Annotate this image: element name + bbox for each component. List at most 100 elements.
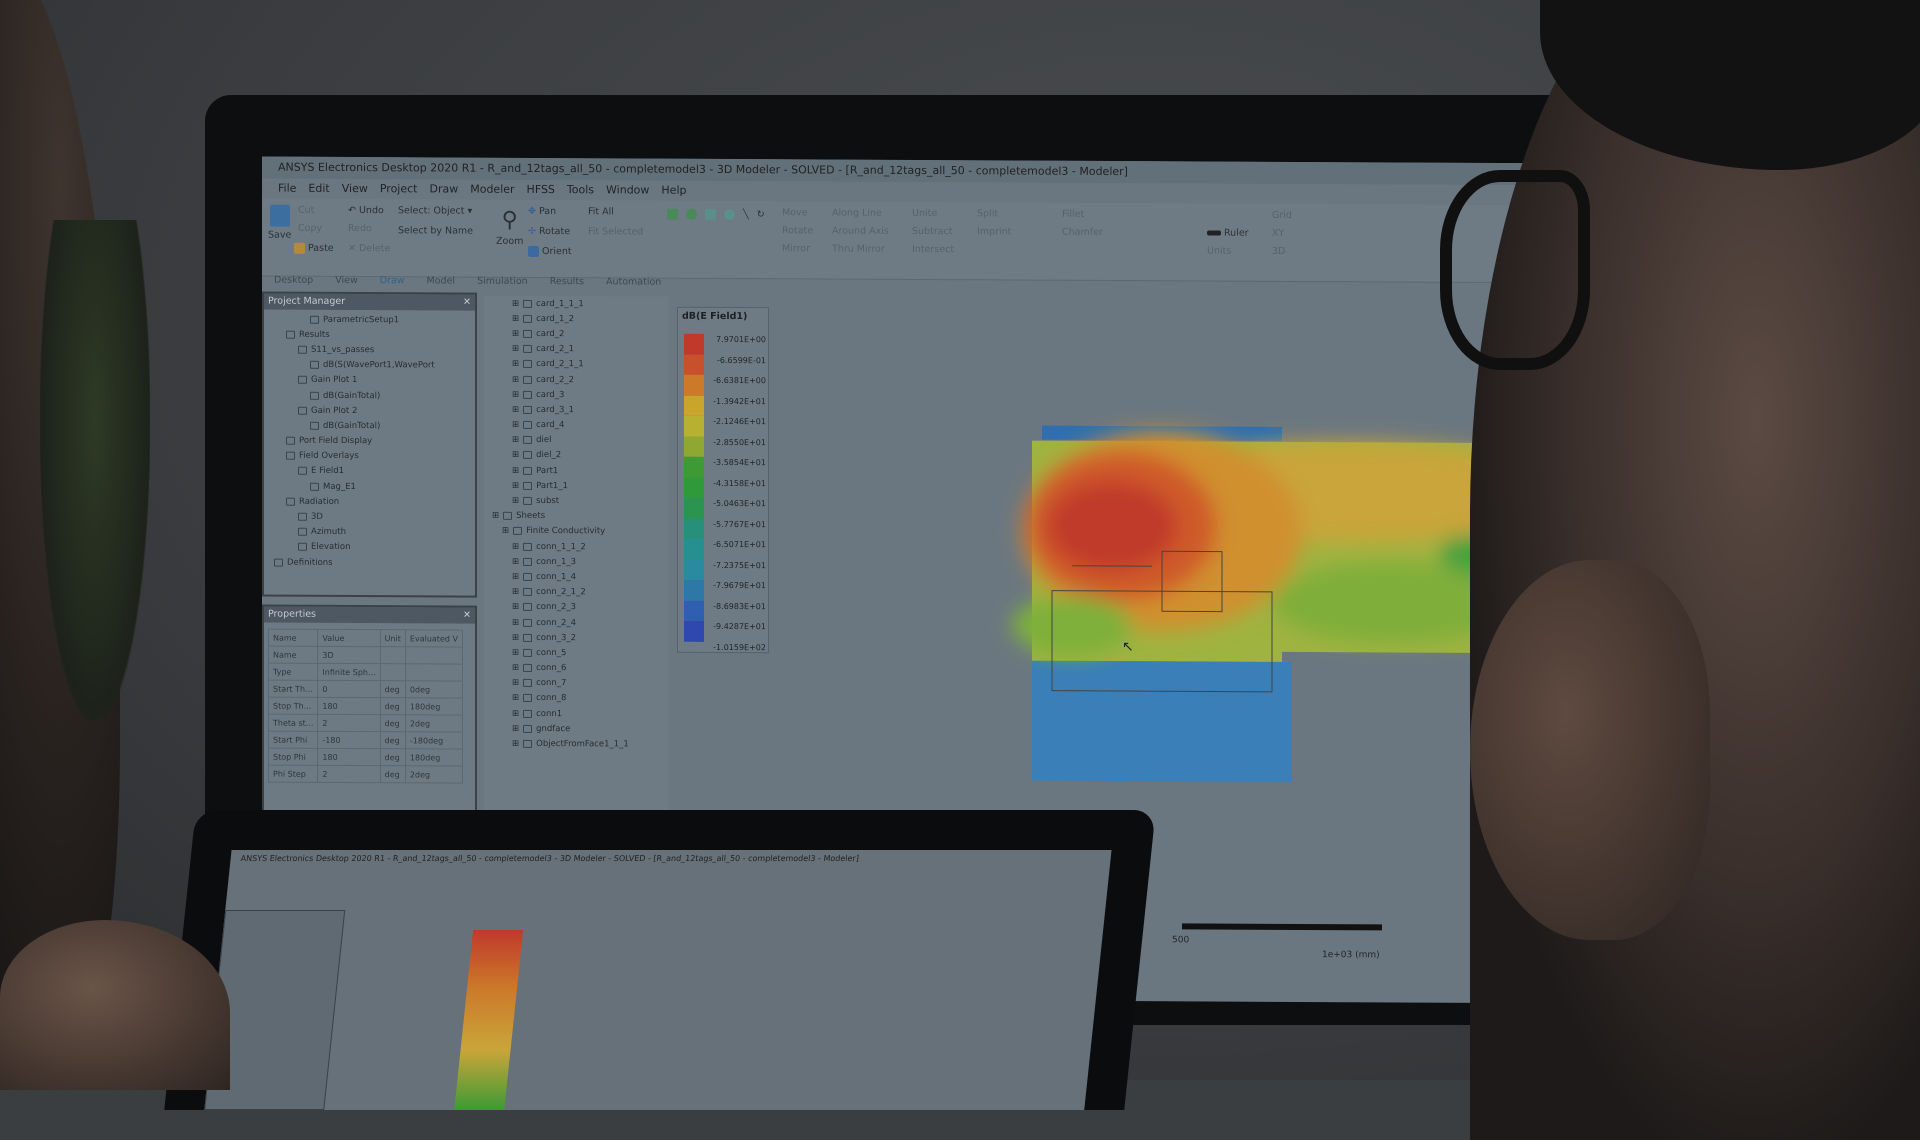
menu-view[interactable]: View <box>342 182 368 199</box>
tree-item[interactable]: ⊞conn_7 <box>490 675 669 691</box>
tree-item[interactable]: ⊞card_3_1 <box>490 402 669 418</box>
expand-icon[interactable]: ⊞ <box>512 602 519 612</box>
menu-window[interactable]: Window <box>606 183 649 200</box>
tree-item[interactable]: ⊞conn_2_1_2 <box>490 584 669 600</box>
tree-item[interactable]: dB(GainTotal) <box>264 387 475 403</box>
tree-item[interactable]: ⊞card_2_2 <box>490 372 669 388</box>
line-icon[interactable]: ╲ <box>743 209 749 220</box>
expand-icon[interactable]: ⊞ <box>512 724 519 734</box>
tree-item[interactable]: Mag_E1 <box>264 479 475 495</box>
expand-icon[interactable]: ⊞ <box>512 435 519 445</box>
tab-draw[interactable]: Draw <box>380 275 405 289</box>
tree-item[interactable]: ⊞conn_1_1_2 <box>490 539 669 555</box>
tab-view[interactable]: View <box>335 275 358 289</box>
close-icon[interactable]: ✕ <box>463 297 471 309</box>
menu-file[interactable]: File <box>278 182 296 199</box>
tree-item[interactable]: ⊞ObjectFromFace1_1_1 <box>490 736 669 752</box>
tree-item[interactable]: dB(GainTotal) <box>264 418 475 434</box>
move-button[interactable]: Move <box>782 207 807 218</box>
select-by-name-button[interactable]: Select by Name <box>398 225 473 236</box>
menu-help[interactable]: Help <box>661 184 686 201</box>
tree-item[interactable]: ⊞diel_2 <box>490 448 669 464</box>
chamfer-button[interactable]: Chamfer <box>1062 227 1103 238</box>
expand-icon[interactable]: ⊞ <box>512 374 519 384</box>
ruler-button[interactable]: Ruler <box>1207 227 1249 238</box>
menu-draw[interactable]: Draw <box>429 182 458 199</box>
tree-item[interactable]: ⊞card_4 <box>490 417 669 433</box>
expand-icon[interactable]: ⊞ <box>512 557 519 567</box>
tree-item[interactable]: ⊞diel <box>490 432 669 448</box>
expand-icon[interactable]: ⊞ <box>512 420 519 430</box>
thru-mirror-button[interactable]: Thru Mirror <box>832 244 885 255</box>
tree-item[interactable]: ParametricSetup1 <box>264 312 475 328</box>
tree-item[interactable]: Gain Plot 2 <box>264 403 475 419</box>
close-icon[interactable]: ✕ <box>463 610 471 622</box>
tree-item[interactable]: ⊞conn_5 <box>490 645 669 661</box>
tree-item[interactable]: Azimuth <box>264 524 475 540</box>
tab-automation[interactable]: Automation <box>606 276 661 290</box>
expand-icon[interactable]: ⊞ <box>512 496 519 506</box>
expand-icon[interactable]: ⊞ <box>492 511 499 521</box>
fillet-button[interactable]: Fillet <box>1062 209 1084 220</box>
delete-button[interactable]: ✕Delete <box>348 243 390 254</box>
tree-item[interactable]: Elevation <box>264 539 475 555</box>
select-mode-dropdown[interactable]: Select: Object▾ <box>398 205 472 216</box>
tab-model[interactable]: Model <box>427 275 456 289</box>
redo-button[interactable]: Redo <box>348 223 372 234</box>
save-button[interactable]: Save <box>268 205 291 241</box>
tree-item[interactable]: ⊞conn_8 <box>490 691 669 707</box>
expand-icon[interactable]: ⊞ <box>512 648 519 658</box>
tree-item[interactable]: ⊞gndface <box>490 721 669 737</box>
tree-item[interactable]: ⊞card_1_1_1 <box>490 296 669 312</box>
tree-item[interactable]: Definitions <box>264 555 475 571</box>
tree-item[interactable]: ⊞Part1 <box>490 463 669 479</box>
mirror-button[interactable]: Mirror <box>782 243 810 254</box>
tab-desktop[interactable]: Desktop <box>274 275 313 289</box>
menu-edit[interactable]: Edit <box>308 182 329 199</box>
unite-button[interactable]: Unite <box>912 208 937 219</box>
subtract-button[interactable]: Subtract <box>912 226 952 237</box>
tree-item[interactable]: S11_vs_passes <box>264 342 475 358</box>
tree-item[interactable]: Field Overlays <box>264 448 475 464</box>
pan-button[interactable]: ✥Pan <box>528 206 556 217</box>
tree-item[interactable]: ⊞conn_2_3 <box>490 599 669 615</box>
tree-item[interactable]: Gain Plot 1 <box>264 372 475 388</box>
tree-item[interactable]: ⊞card_3 <box>490 387 669 403</box>
tree-item[interactable]: ⊞card_2_1_1 <box>490 356 669 372</box>
imprint-button[interactable]: Imprint <box>977 226 1011 237</box>
expand-icon[interactable]: ⊞ <box>512 663 519 673</box>
expand-icon[interactable]: ⊞ <box>512 359 519 369</box>
undo-button[interactable]: ↶Undo <box>348 205 384 216</box>
circle-icon[interactable] <box>724 209 735 220</box>
tree-item[interactable]: Port Field Display <box>264 433 475 449</box>
tree-item[interactable]: ⊞Sheets <box>490 508 669 524</box>
menu-modeler[interactable]: Modeler <box>470 183 514 200</box>
expand-icon[interactable]: ⊞ <box>512 633 519 643</box>
tree-item[interactable]: ⊞conn1 <box>490 706 669 722</box>
box-icon[interactable] <box>667 209 678 220</box>
expand-icon[interactable]: ⊞ <box>512 587 519 597</box>
around-axis-button[interactable]: Around Axis <box>832 226 889 237</box>
tree-item[interactable]: ⊞card_2 <box>490 326 669 342</box>
expand-icon[interactable]: ⊞ <box>512 314 519 324</box>
paste-button[interactable]: Paste <box>294 243 334 254</box>
expand-icon[interactable]: ⊞ <box>512 617 519 627</box>
tree-item[interactable]: ⊞conn_3_2 <box>490 630 669 646</box>
cylinder-icon[interactable] <box>686 209 697 220</box>
tree-item[interactable]: Radiation <box>264 494 475 510</box>
expand-icon[interactable]: ⊞ <box>512 709 519 719</box>
expand-icon[interactable]: ⊞ <box>512 450 519 460</box>
rotate-view-button[interactable]: ✢Rotate <box>528 226 570 237</box>
rectangle-icon[interactable] <box>705 209 716 220</box>
intersect-button[interactable]: Intersect <box>912 244 954 255</box>
expand-icon[interactable]: ⊞ <box>512 693 519 703</box>
tree-item[interactable]: ⊞Finite Conductivity <box>490 524 669 540</box>
along-line-button[interactable]: Along Line <box>832 208 882 219</box>
fit-all-button[interactable]: Fit All <box>588 206 614 217</box>
tree-item[interactable]: ⊞conn_6 <box>490 660 669 676</box>
expand-icon[interactable]: ⊞ <box>512 541 519 551</box>
